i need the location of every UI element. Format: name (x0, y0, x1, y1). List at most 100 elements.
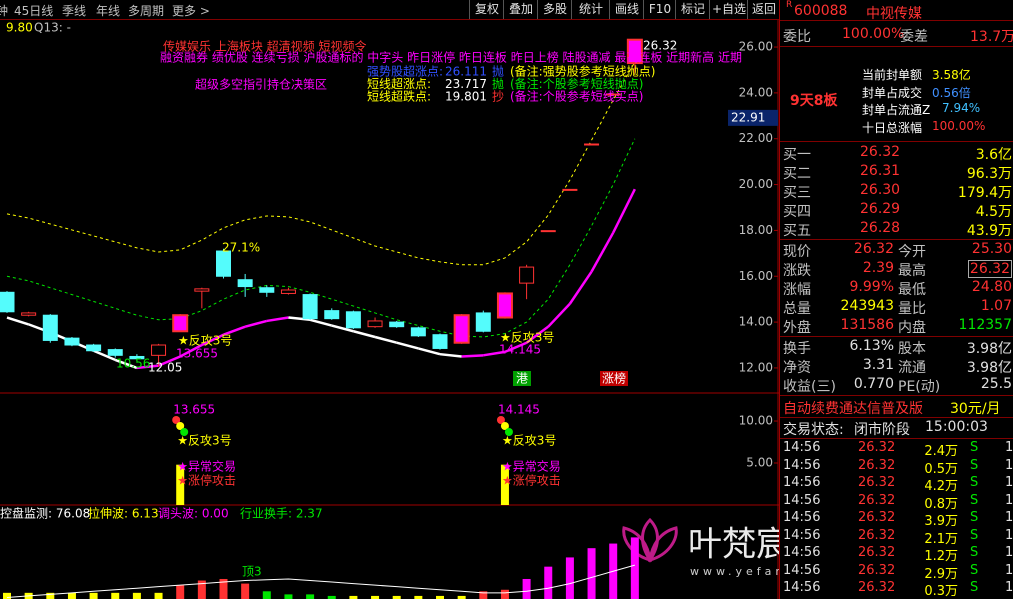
candle-body (280, 289, 296, 294)
candle-body (410, 327, 426, 337)
bid-volume: 3.6亿 (975, 147, 1012, 163)
indicator-bar (241, 583, 250, 599)
indicator-bar (500, 589, 509, 599)
badge (513, 371, 531, 386)
point-label: 短线超跌点: (367, 89, 431, 104)
y-tick-label: 22.00 (739, 131, 773, 145)
signal-top: 13.655 (173, 403, 215, 417)
tick-cell: 1 (1005, 545, 1013, 560)
tick-cell: 4.2万 (924, 479, 958, 494)
signal-text: ★涨停攻击 (502, 473, 561, 488)
trend-segment (136, 364, 159, 370)
tick-cell: 14:56 (783, 580, 821, 595)
candle-body (367, 320, 383, 328)
point-label: 10.56 (116, 357, 150, 371)
trend-segment (396, 341, 419, 350)
candle-body (107, 349, 123, 356)
indicator-bar (565, 557, 574, 599)
toolbar-tab[interactable]: 多周期 (128, 4, 165, 18)
toolbar-tab[interactable]: 季线 (62, 4, 87, 18)
toolbar-button[interactable]: 返回 (747, 0, 780, 19)
tick-cell: 1 (1005, 440, 1013, 455)
y-tick-label: 24.00 (739, 85, 773, 99)
signal-light (504, 428, 513, 436)
seal-label: 封单占成交 (862, 85, 923, 100)
separator (780, 20, 1013, 21)
header-indicator: Q13: - (34, 21, 71, 35)
trend-segment (525, 325, 549, 344)
weibi-cell: 13.7万 (970, 29, 1013, 45)
signal-light (496, 416, 505, 424)
point-label: ★反攻3号 (500, 331, 554, 345)
trend-segment (353, 330, 376, 339)
tick-cell: 26.32 (858, 527, 896, 543)
stock-name: 中视传媒 (866, 6, 922, 22)
signal-bar (176, 464, 185, 505)
ad-text[interactable]: 自动续费通达信普及版 (783, 401, 923, 417)
signal-text: ★涨停攻击 (177, 473, 236, 488)
tick-cell: 2.1万 (924, 531, 958, 547)
indicator-bar (262, 591, 271, 599)
stat-label: 最低 (898, 282, 926, 298)
trend-segment (179, 343, 203, 358)
toolbar-tab[interactable]: 年线 (96, 4, 121, 18)
toolbar-tab[interactable]: 更多 > (172, 4, 210, 18)
candle-body (194, 288, 210, 292)
stat-label: 量比 (898, 301, 926, 317)
y-tick-label: 14.00 (739, 315, 773, 329)
separator (780, 46, 1013, 47)
trend-segment (158, 355, 181, 367)
toolbar-tab[interactable]: 钟 (0, 4, 9, 18)
indicator-bar (89, 592, 98, 599)
candle-body (540, 230, 556, 233)
tick-cell: 26.32 (858, 562, 896, 578)
toolbar-button[interactable]: 多股 (537, 0, 572, 19)
point-label: 12.05 (148, 361, 182, 375)
indicator-bar (414, 595, 423, 599)
ad-price[interactable]: 30元/月 (950, 401, 1001, 417)
indicator-bar (3, 592, 11, 599)
toolbar-button[interactable]: 标记 (675, 0, 710, 19)
point-label: 26.32 (643, 39, 677, 53)
point-label: 强势股超涨点: (367, 64, 443, 79)
signal-light (500, 422, 509, 430)
trend-segment (568, 270, 593, 305)
indicator-bar (349, 595, 358, 599)
candle-body (21, 312, 37, 316)
toolbar-tab[interactable]: 45日线 (14, 4, 54, 18)
point-value: 26.111 (445, 65, 487, 79)
trend-segment (547, 302, 571, 328)
stat-value: 9.99% (849, 279, 894, 295)
candle-body (259, 287, 275, 293)
badge-label: 涨榜 (602, 371, 626, 386)
candle-body (237, 279, 253, 288)
toolbar-button[interactable]: 统计 (571, 0, 610, 19)
bid-level: 买五 (783, 223, 811, 239)
quote-panel: R 600088 中视传媒 委比 100.00% 委差 13.7万 9天8板 当前封单额 3.58… (779, 0, 1013, 599)
point-label: 短线超涨点: (367, 76, 431, 91)
toolbar-button[interactable]: +自选 (709, 0, 748, 19)
annotation: 超级多空指引持仓决策区 (195, 77, 327, 92)
signal-text: ★反攻3号 (502, 434, 556, 448)
stock-code: 600088 (794, 3, 848, 19)
toolbar-button[interactable]: 复权 (469, 0, 504, 19)
toolbar-button[interactable]: 叠加 (503, 0, 538, 19)
separator (780, 395, 1013, 396)
indicator-line (6, 564, 635, 598)
toolbar-button[interactable]: 画线 (609, 0, 644, 19)
point-label: ★反攻3号 (178, 334, 232, 348)
indicator-bar (630, 537, 639, 599)
indicator-header: 拉伸波: 6.13 (88, 506, 159, 521)
fund-value: 0.770 (853, 376, 894, 392)
candle-body (86, 344, 102, 352)
tick-cell: S (970, 475, 979, 490)
toolbar-button[interactable]: F10 (643, 0, 676, 19)
stat-value: 26.32 (853, 241, 894, 257)
stat-value: 26.32 (967, 260, 1012, 278)
point-label: 27.1% (222, 241, 260, 255)
candle-body (129, 355, 145, 360)
fund-label: 流通 (898, 360, 926, 376)
candle-body (42, 314, 58, 341)
indicator-bar (111, 592, 120, 599)
tick-cell: 1 (1005, 580, 1013, 595)
